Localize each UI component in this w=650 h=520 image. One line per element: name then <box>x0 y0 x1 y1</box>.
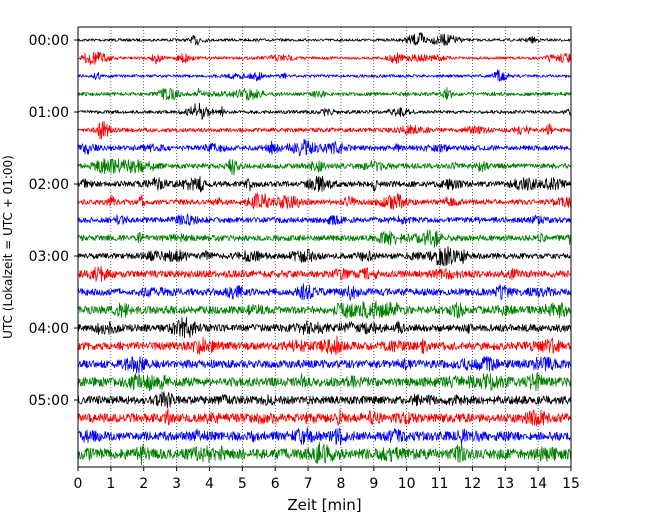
y-tick-label: 02:00 <box>29 177 69 193</box>
seismic-trace-line <box>77 192 572 210</box>
x-tick-label: 0 <box>74 476 83 492</box>
y-axis-label: UTC (Lokalzeit = UTC + 01:00) <box>1 155 15 339</box>
seismic-trace-line <box>77 87 572 101</box>
seismic-trace-line <box>77 316 572 339</box>
seismic-trace-line <box>77 441 572 466</box>
seismic-trace-line <box>77 265 572 282</box>
seismic-trace-line <box>77 300 572 319</box>
y-tick-label: 01:00 <box>29 105 69 121</box>
x-axis-label: Zeit [min] <box>287 496 361 514</box>
x-tick-label: 14 <box>529 476 547 492</box>
seismic-trace-line <box>77 283 572 301</box>
seismic-trace-line <box>77 229 572 248</box>
x-tick-label: 15 <box>562 476 580 492</box>
x-tick-label: 2 <box>139 476 148 492</box>
y-tick-label: 05:00 <box>29 393 69 409</box>
plot-frame <box>77 26 572 468</box>
x-tick-label: 1 <box>106 476 115 492</box>
x-tick-label: 11 <box>431 476 449 492</box>
seismic-trace-line <box>77 157 572 176</box>
seismic-trace-line <box>77 120 572 140</box>
seismic-trace-line <box>77 356 572 374</box>
y-tick-label: 00:00 <box>29 33 69 49</box>
x-tick-label: 3 <box>172 476 181 492</box>
seismic-trace-line <box>77 391 572 409</box>
x-axis-ticks: 0 1 2 3 4 5 6 7 8 9 10 11 12 13 14 15 <box>74 467 580 492</box>
seismic-trace-line <box>77 408 572 427</box>
x-grid <box>110 27 539 467</box>
seismic-trace-line <box>77 51 572 66</box>
seismic-trace-line <box>77 372 572 392</box>
y-tick-label: 04:00 <box>29 321 69 337</box>
x-tick-label: 9 <box>369 476 378 492</box>
x-tick-label: 4 <box>205 476 214 492</box>
seismic-trace-line <box>77 427 572 446</box>
seismic-trace-line <box>77 32 572 46</box>
x-tick-label: 13 <box>496 476 514 492</box>
y-tick-label: 03:00 <box>29 249 69 265</box>
seismic-trace-line <box>77 139 572 157</box>
plot-background <box>78 27 571 467</box>
seismic-trace-line <box>77 213 572 226</box>
seismic-trace-line <box>77 102 572 120</box>
seismic-trace-line <box>77 69 572 82</box>
seismic-trace-line <box>77 175 572 193</box>
x-tick-label: 6 <box>271 476 280 492</box>
seismic-trace-line <box>77 335 572 356</box>
x-tick-label: 5 <box>238 476 247 492</box>
seismic-traces <box>77 32 572 466</box>
seismic-trace-line <box>77 245 572 267</box>
x-tick-label: 7 <box>304 476 313 492</box>
x-tick-label: 12 <box>463 476 481 492</box>
x-tick-label: 8 <box>336 476 345 492</box>
x-tick-label: 10 <box>398 476 416 492</box>
y-axis-ticks: 00:00 01:00 02:00 03:00 04:00 05:00 <box>29 33 78 409</box>
